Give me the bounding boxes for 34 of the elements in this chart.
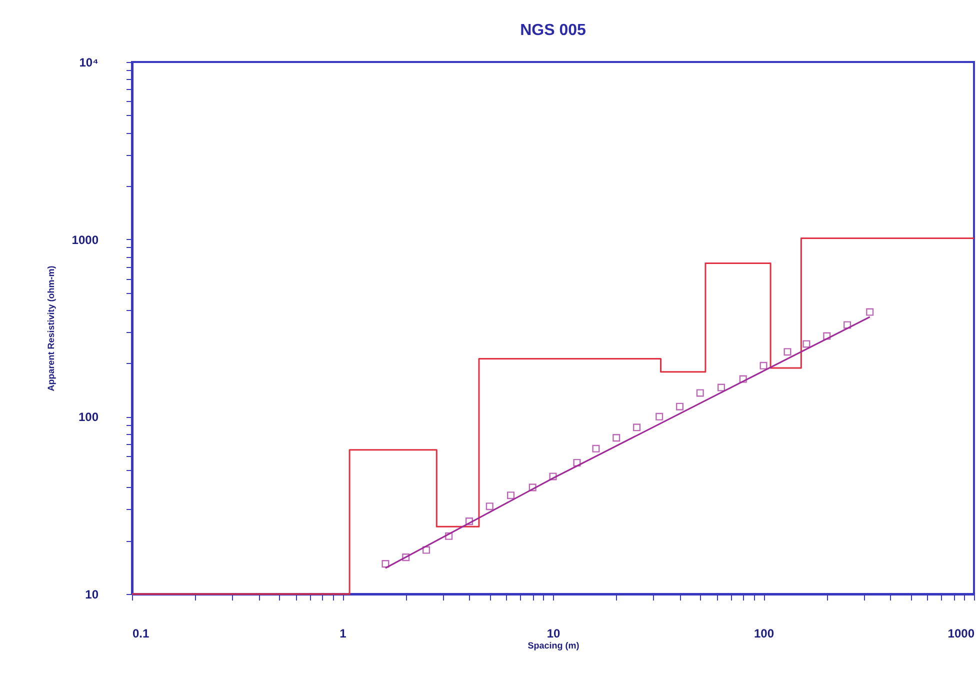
y-tick-label: 10	[85, 588, 99, 602]
point	[486, 502, 494, 510]
x-axis-title: Spacing (m)	[528, 640, 580, 650]
y-tick-label: 1000	[72, 232, 99, 247]
x-tick-label: 100	[754, 626, 774, 640]
point	[802, 340, 810, 348]
point	[549, 472, 557, 480]
point	[382, 560, 390, 568]
point	[507, 492, 515, 500]
point	[696, 389, 704, 397]
point	[633, 424, 641, 432]
y-tick-label: 10⁴	[79, 56, 99, 70]
point	[465, 518, 473, 526]
y-tick-label: 100	[78, 410, 99, 424]
point	[402, 554, 410, 562]
y-axis-title: Apparent Resistivity (ohm-m)	[46, 266, 56, 392]
point	[528, 484, 536, 492]
x-tick-label: 10	[546, 626, 560, 640]
point	[844, 321, 852, 329]
point	[445, 532, 453, 540]
point	[739, 375, 747, 383]
point	[656, 412, 664, 420]
point	[866, 308, 874, 316]
point	[592, 444, 600, 452]
chart-title: NGS 005	[520, 22, 586, 39]
x-tick-label: 0.1	[132, 626, 150, 640]
x-tick-label: 1	[340, 626, 347, 640]
point	[422, 546, 430, 554]
point	[718, 384, 726, 392]
point	[823, 332, 831, 340]
point	[760, 362, 768, 370]
point	[676, 402, 684, 410]
point	[612, 434, 620, 442]
x-tick-label: 1000	[948, 626, 975, 640]
